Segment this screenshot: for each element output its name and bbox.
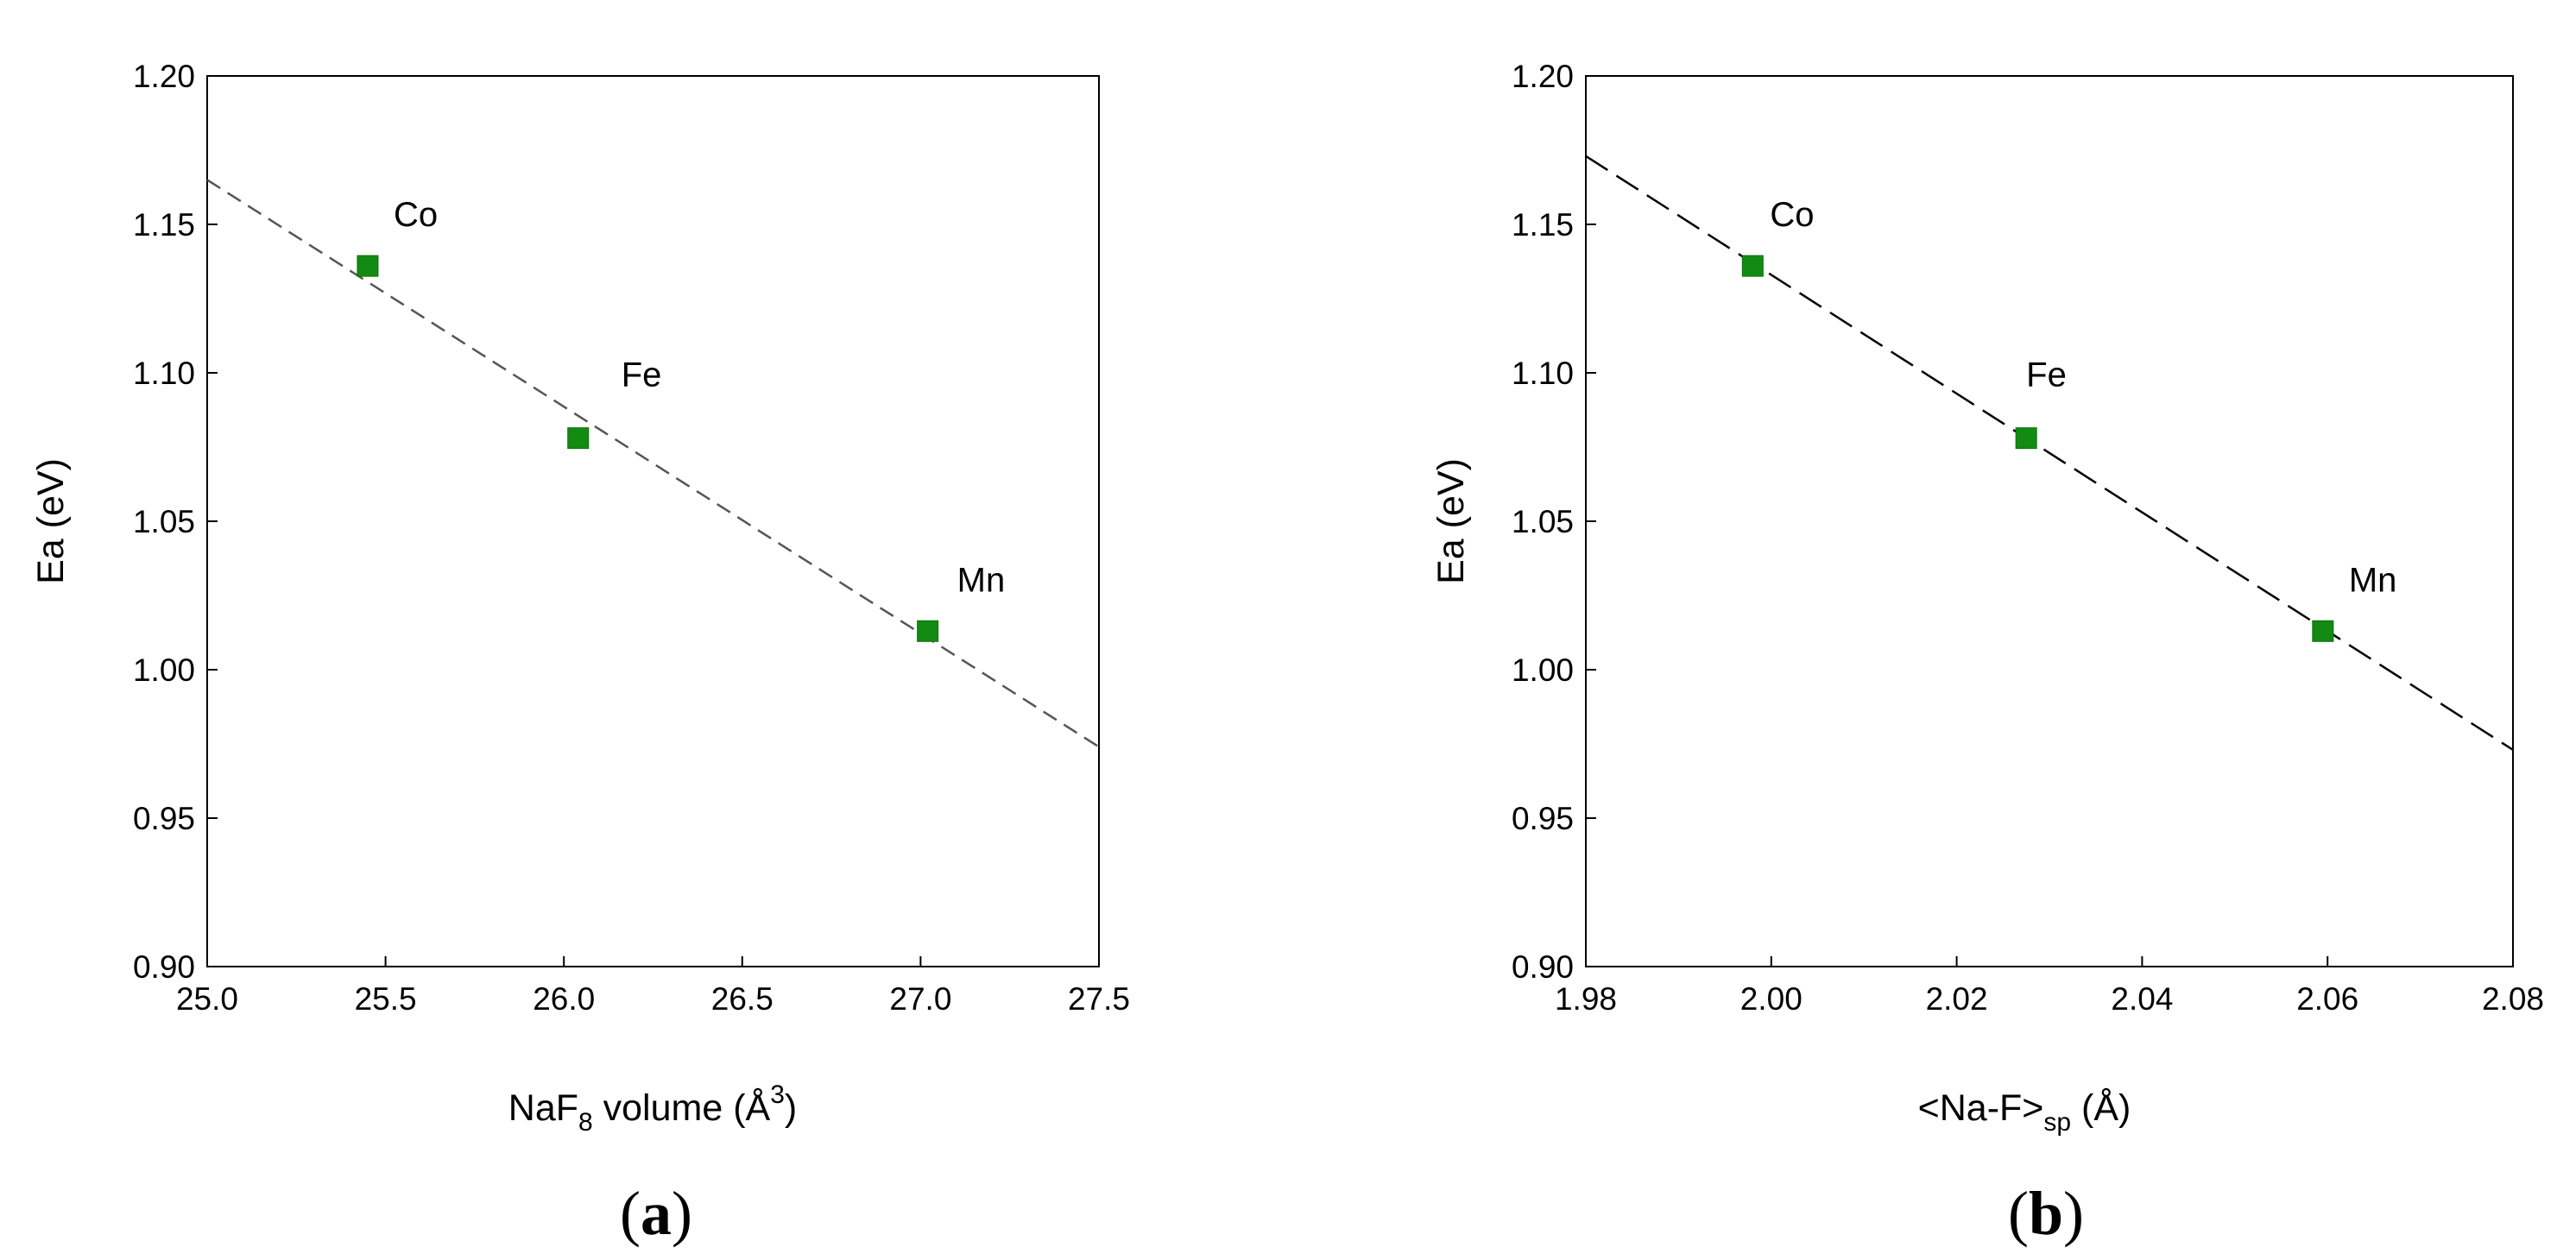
x-tick-label: 27.5 bbox=[1068, 981, 1130, 1017]
x-ticks-b: 1.98 2.00 2.02 2.04 2.06 2.08 bbox=[1555, 956, 2544, 1017]
y-tick-label: 1.00 bbox=[1512, 652, 1574, 688]
x-axis-label-a: NaF8 volume (Å3) bbox=[508, 1080, 797, 1137]
x-tick-label: 1.98 bbox=[1555, 981, 1617, 1017]
point-label-fe: Fe bbox=[2026, 356, 2067, 394]
y-tick-label: 1.05 bbox=[133, 504, 195, 539]
y-axis-label-b: Ea (eV) bbox=[1430, 458, 1472, 584]
x-ticks-a: 25.0 25.5 26.0 26.5 27.0 27.5 bbox=[176, 956, 1130, 1017]
data-point-fe bbox=[567, 427, 590, 450]
y-tick-label: 1.05 bbox=[1512, 504, 1574, 539]
panel-b: 0.90 0.95 1.00 1.05 1.10 1.15 1.20 1.98 2.00 2.0… bbox=[1430, 59, 2544, 1248]
y-tick-label: 0.95 bbox=[133, 801, 195, 836]
data-points-b: Co Fe Mn bbox=[1741, 196, 2397, 642]
x-tick-label: 26.5 bbox=[711, 981, 773, 1017]
fit-line-b bbox=[1585, 154, 2514, 751]
fit-line bbox=[1585, 154, 2514, 751]
data-point-mn bbox=[2312, 620, 2334, 642]
y-tick-label: 0.90 bbox=[133, 949, 195, 985]
y-tick-label: 1.20 bbox=[133, 59, 195, 94]
x-axis-label-b: <Na-F>sp (Å) bbox=[1918, 1087, 2131, 1137]
point-label-co: Co bbox=[394, 196, 438, 234]
x-tick-label: 25.0 bbox=[176, 981, 238, 1017]
point-label-fe: Fe bbox=[622, 356, 662, 394]
plot-frame-b bbox=[1585, 75, 2514, 967]
data-points-a: Co Fe Mn bbox=[357, 196, 1006, 642]
y-axis-label-a: Ea (eV) bbox=[30, 458, 72, 584]
y-tick-label: 1.10 bbox=[133, 356, 195, 391]
point-label-co: Co bbox=[1770, 196, 1814, 234]
x-tick-label: 27.0 bbox=[889, 981, 951, 1017]
y-ticks-a: 0.90 0.95 1.00 1.05 1.10 1.15 1.20 bbox=[133, 59, 218, 985]
fit-line-a bbox=[206, 179, 1100, 748]
y-tick-label: 1.10 bbox=[1512, 356, 1574, 391]
point-label-mn: Mn bbox=[2349, 561, 2397, 599]
caption-b: (b) bbox=[2008, 1179, 2084, 1248]
x-tick-label: 2.00 bbox=[1740, 981, 1803, 1017]
y-ticks-b: 0.90 0.95 1.00 1.05 1.10 1.15 1.20 bbox=[1512, 59, 1596, 985]
caption-a: (a) bbox=[620, 1179, 692, 1248]
plot-frame-a bbox=[206, 75, 1100, 967]
point-label-mn: Mn bbox=[957, 561, 1006, 599]
data-point-mn bbox=[917, 620, 939, 642]
y-tick-label: 0.90 bbox=[1512, 949, 1574, 985]
data-point-fe bbox=[2015, 427, 2037, 450]
y-tick-label: 1.15 bbox=[1512, 207, 1574, 243]
x-tick-label: 2.04 bbox=[2111, 981, 2173, 1017]
panel-a: 0.90 0.95 1.00 1.05 1.10 1.15 1.20 25.0 25.5 26.… bbox=[30, 59, 1130, 1248]
x-tick-label: 2.08 bbox=[2482, 981, 2544, 1017]
y-tick-label: 1.20 bbox=[1512, 59, 1574, 94]
data-point-co bbox=[357, 255, 379, 277]
y-tick-label: 1.00 bbox=[133, 652, 195, 688]
fit-line bbox=[206, 179, 1100, 748]
data-point-co bbox=[1741, 255, 1764, 277]
x-tick-label: 2.02 bbox=[1926, 981, 1988, 1017]
x-tick-label: 26.0 bbox=[533, 981, 595, 1017]
y-tick-label: 0.95 bbox=[1512, 801, 1574, 836]
x-tick-label: 25.5 bbox=[355, 981, 417, 1017]
y-tick-label: 1.15 bbox=[133, 207, 195, 243]
x-tick-label: 2.06 bbox=[2296, 981, 2358, 1017]
